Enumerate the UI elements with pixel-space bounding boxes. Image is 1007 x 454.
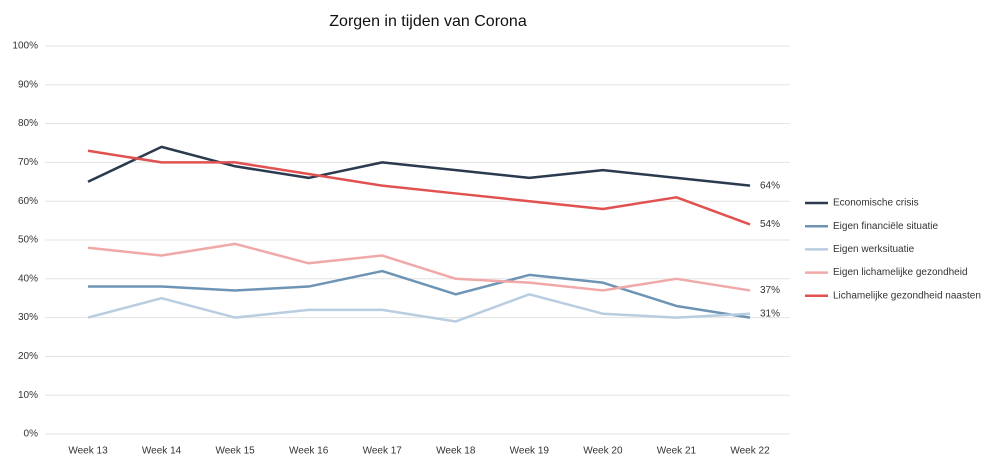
series-line xyxy=(88,269,751,319)
x-tick-label: Week 21 xyxy=(657,446,697,454)
series-line xyxy=(87,149,751,226)
y-tick-label: 100% xyxy=(12,41,38,52)
legend-label: Lichamelijke gezondheid naasten xyxy=(833,290,981,301)
y-tick-label: 50% xyxy=(18,235,38,246)
x-tick-label: Week 13 xyxy=(68,446,108,454)
y-tick-label: 80% xyxy=(18,118,38,129)
legend-label: Eigen werksituatie xyxy=(833,244,915,255)
series-line xyxy=(87,293,751,323)
chart-title: Zorgen in tijden van Corona xyxy=(329,13,527,30)
legend-label: Eigen financiële situatie xyxy=(833,221,939,232)
x-tick-label: Week 14 xyxy=(142,446,182,454)
y-tick-label: 10% xyxy=(18,390,38,401)
y-tick-label: 70% xyxy=(18,157,38,168)
y-tick-label: 30% xyxy=(18,312,38,323)
x-tick-label: Week 15 xyxy=(215,446,255,454)
x-tick-label: Week 20 xyxy=(583,446,623,454)
x-tick-label: Week 18 xyxy=(436,446,476,454)
data-label: 54% xyxy=(760,219,780,230)
x-tick-label: Week 19 xyxy=(510,446,550,454)
series-line xyxy=(87,242,751,292)
x-tick-label: Week 22 xyxy=(730,446,770,454)
legend-label: Economische crisis xyxy=(833,198,919,209)
x-tick-label: Week 16 xyxy=(289,446,329,454)
data-label: 31% xyxy=(760,308,780,319)
x-tick-label: Week 17 xyxy=(363,446,403,454)
y-tick-label: 0% xyxy=(24,429,39,440)
y-tick-label: 40% xyxy=(18,273,38,284)
series-line xyxy=(87,145,751,187)
data-label: 64% xyxy=(760,180,780,191)
data-label: 37% xyxy=(760,285,780,296)
legend-label: Eigen lichamelijke gezondheid xyxy=(833,267,968,278)
y-tick-label: 20% xyxy=(18,351,38,362)
y-tick-label: 60% xyxy=(18,196,38,207)
y-tick-label: 90% xyxy=(18,79,38,90)
